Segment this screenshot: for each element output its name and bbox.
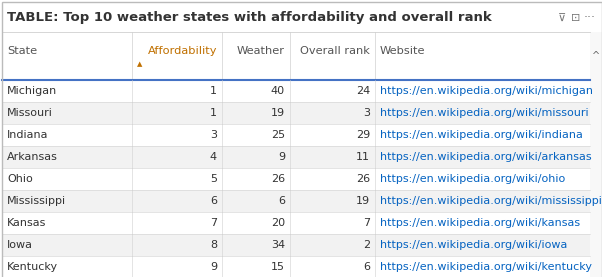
Text: 26: 26 [356, 174, 370, 184]
Text: 1: 1 [210, 86, 217, 96]
Text: 34: 34 [271, 240, 285, 250]
Text: Iowa: Iowa [7, 240, 33, 250]
Text: 3: 3 [210, 130, 217, 140]
Text: 7: 7 [210, 218, 217, 228]
Text: https://en.wikipedia.org/wiki/kentucky: https://en.wikipedia.org/wiki/kentucky [380, 262, 592, 272]
Bar [590, 146, 602, 168]
Text: Overall rank: Overall rank [300, 46, 370, 56]
Text: ^: ^ [592, 51, 600, 61]
Bar [590, 124, 602, 146]
Bar [2, 102, 590, 124]
Text: Missouri: Missouri [7, 108, 53, 118]
Text: 26: 26 [271, 174, 285, 184]
Text: https://en.wikipedia.org/wiki/kansas: https://en.wikipedia.org/wiki/kansas [380, 218, 580, 228]
Text: ⊽: ⊽ [558, 13, 566, 23]
Text: 8: 8 [210, 240, 217, 250]
Text: 6: 6 [210, 196, 217, 206]
Text: Kansas: Kansas [7, 218, 46, 228]
Text: 19: 19 [271, 108, 285, 118]
Text: https://en.wikipedia.org/wiki/michigan: https://en.wikipedia.org/wiki/michigan [380, 86, 593, 96]
Text: Kentucky: Kentucky [7, 262, 58, 272]
Text: 1: 1 [210, 108, 217, 118]
Text: 25: 25 [271, 130, 285, 140]
Text: 6: 6 [363, 262, 370, 272]
Bar [590, 102, 602, 124]
Text: 15: 15 [271, 262, 285, 272]
Bar [2, 80, 590, 102]
Text: Weather: Weather [237, 46, 285, 56]
Text: Mississippi: Mississippi [7, 196, 66, 206]
Text: State: State [7, 46, 37, 56]
Bar [590, 168, 602, 190]
Text: https://en.wikipedia.org/wiki/missouri: https://en.wikipedia.org/wiki/missouri [380, 108, 589, 118]
Text: Indiana: Indiana [7, 130, 49, 140]
Bar [590, 32, 602, 80]
Bar [2, 212, 590, 234]
Text: 19: 19 [356, 196, 370, 206]
Bar [590, 212, 602, 234]
Bar [2, 2, 602, 32]
Bar [590, 234, 602, 256]
Bar [2, 190, 590, 212]
Text: 29: 29 [356, 130, 370, 140]
Text: Arkansas: Arkansas [7, 152, 58, 162]
Text: 20: 20 [271, 218, 285, 228]
Text: Michigan: Michigan [7, 86, 57, 96]
Bar [2, 124, 590, 146]
Text: TABLE: Top 10 weather states with affordability and overall rank: TABLE: Top 10 weather states with afford… [7, 12, 492, 24]
Text: 9: 9 [278, 152, 285, 162]
Text: 24: 24 [356, 86, 370, 96]
Bar [2, 146, 590, 168]
Bar [2, 32, 590, 80]
Text: https://en.wikipedia.org/wiki/ohio: https://en.wikipedia.org/wiki/ohio [380, 174, 565, 184]
Text: 11: 11 [356, 152, 370, 162]
Text: https://en.wikipedia.org/wiki/iowa: https://en.wikipedia.org/wiki/iowa [380, 240, 567, 250]
Text: ▲: ▲ [137, 61, 143, 67]
Bar [2, 256, 590, 277]
Text: 9: 9 [210, 262, 217, 272]
Text: Ohio: Ohio [7, 174, 33, 184]
Text: 40: 40 [271, 86, 285, 96]
Text: https://en.wikipedia.org/wiki/arkansas: https://en.wikipedia.org/wiki/arkansas [380, 152, 592, 162]
Text: https://en.wikipedia.org/wiki/mississippi: https://en.wikipedia.org/wiki/mississipp… [380, 196, 602, 206]
Text: Affordability: Affordability [147, 46, 217, 56]
Bar [2, 234, 590, 256]
Text: 5: 5 [210, 174, 217, 184]
Text: 7: 7 [363, 218, 370, 228]
Text: Website: Website [380, 46, 426, 56]
Bar [2, 168, 590, 190]
Bar [590, 190, 602, 212]
Text: ⊡: ⊡ [571, 13, 580, 23]
Text: 6: 6 [278, 196, 285, 206]
Text: 2: 2 [363, 240, 370, 250]
Text: 4: 4 [210, 152, 217, 162]
Bar [590, 256, 602, 277]
Text: https://en.wikipedia.org/wiki/indiana: https://en.wikipedia.org/wiki/indiana [380, 130, 583, 140]
Text: 3: 3 [363, 108, 370, 118]
Bar [590, 80, 602, 102]
Text: ···: ··· [584, 12, 596, 24]
